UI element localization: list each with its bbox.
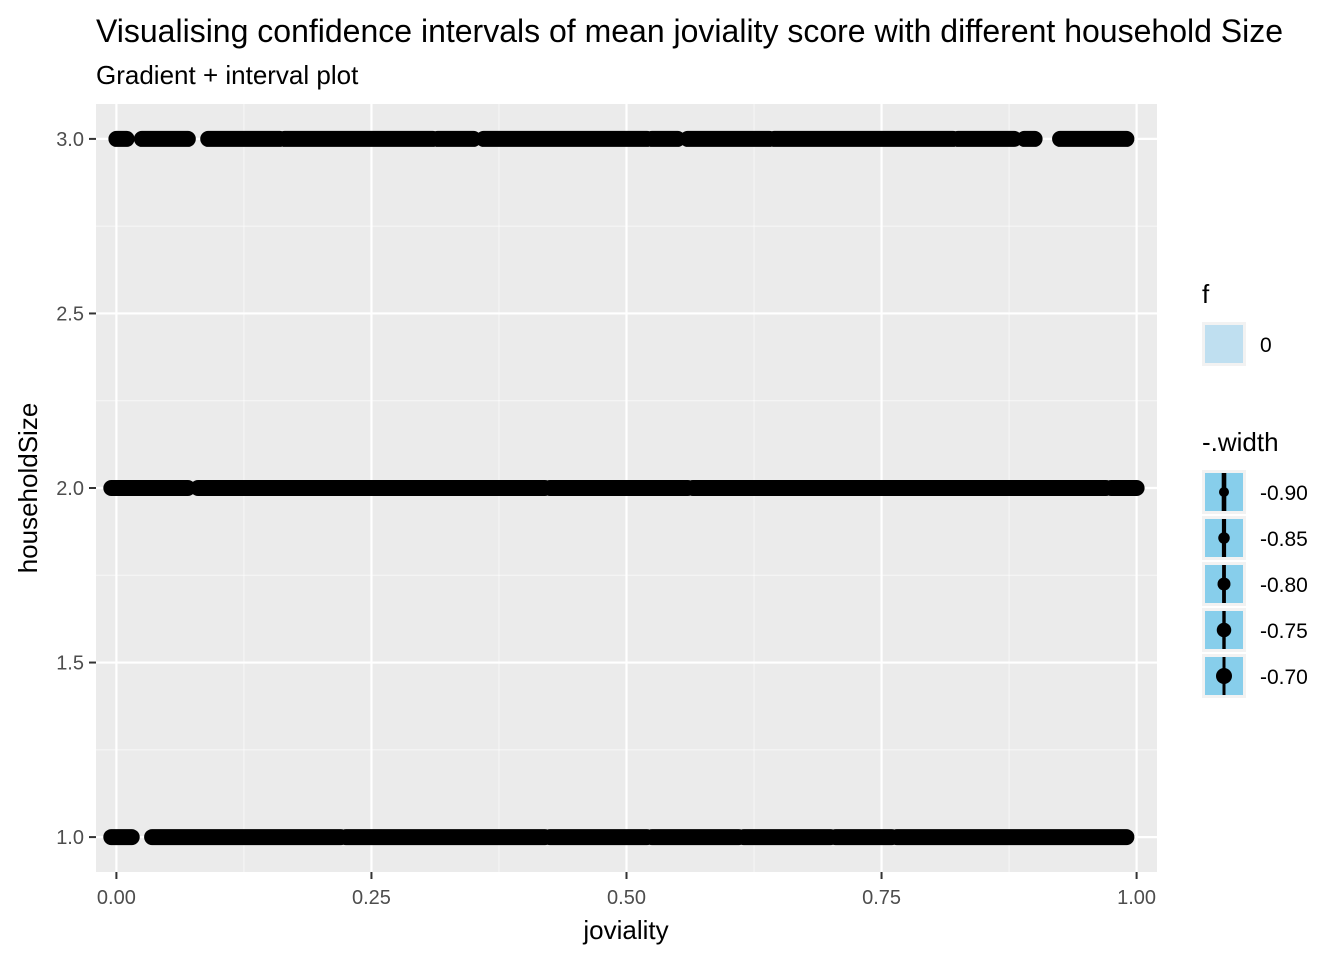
legend-key-point [1216, 622, 1232, 638]
x-tick-label: 0.25 [352, 887, 391, 909]
y-tick-label: 3.0 [56, 129, 84, 151]
x-tick-label: 0.50 [607, 887, 646, 909]
axes: 0.00 0.25 0.50 0.75 1.00 1.0 1.5 2.0 2.5 3.0 [56, 129, 1156, 909]
x-tick-label: 0.00 [97, 887, 136, 909]
y-tick-label: 2.5 [56, 303, 84, 325]
x-tick-label: 1.00 [1117, 887, 1156, 909]
legend-title-f: f [1202, 279, 1210, 309]
y-tick-label: 1.0 [56, 827, 84, 849]
legend-key-swatch [1205, 325, 1243, 363]
legend-label: -0.90 [1260, 482, 1308, 505]
legend-key-point [1217, 577, 1231, 591]
y-tick-label: 2.0 [56, 478, 84, 500]
legend-key-point [1219, 487, 1229, 497]
chart-title: Visualising confidence intervals of mean… [96, 13, 1283, 49]
legend-label: -0.75 [1260, 620, 1308, 643]
legend-label: 0 [1260, 334, 1272, 357]
legend-title-width: -.width [1202, 427, 1279, 457]
y-tick-label: 1.5 [56, 653, 84, 675]
legend: f 0 -.width -0.90 -0.85 -0.80 -0.75 -0.70 [1202, 279, 1308, 698]
x-axis-title: joviality [582, 915, 668, 945]
x-tick-label: 0.75 [862, 887, 901, 909]
y-axis-title: householdSize [13, 403, 43, 574]
legend-key-point [1218, 532, 1230, 544]
chart-subtitle: Gradient + interval plot [96, 60, 359, 90]
legend-label: -0.85 [1260, 528, 1308, 551]
legend-label: -0.80 [1260, 574, 1308, 597]
legend-key-point [1216, 668, 1232, 684]
legend-label: -0.70 [1260, 666, 1308, 689]
data-marks [103, 130, 1145, 846]
